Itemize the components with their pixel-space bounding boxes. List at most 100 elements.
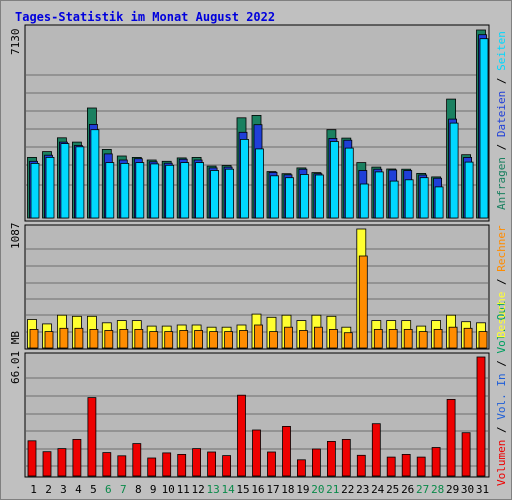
x-tick-label: 25 bbox=[386, 483, 399, 496]
bar-rechner-day-24 bbox=[373, 328, 383, 349]
bar-seiten-day-2 bbox=[45, 156, 55, 219]
x-tick-label: 14 bbox=[221, 483, 235, 496]
bar-rechner-day-8 bbox=[134, 328, 144, 349]
bar-rechner-day-1 bbox=[29, 328, 39, 349]
bar-seiten-day-23 bbox=[359, 183, 369, 219]
x-tick-label: 26 bbox=[401, 483, 414, 496]
x-tick-label: 20 bbox=[311, 483, 324, 496]
x-tick-label: 7 bbox=[120, 483, 127, 496]
bar-rechner-day-20 bbox=[313, 326, 323, 349]
bar-volumen-day-25 bbox=[386, 456, 396, 477]
bar-rechner-day-16 bbox=[254, 324, 263, 349]
bar-volumen-day-7 bbox=[117, 455, 127, 477]
bar-volumen-day-2 bbox=[42, 451, 52, 477]
bar-seiten-day-31 bbox=[479, 38, 489, 219]
x-tick-label: 17 bbox=[266, 483, 279, 496]
bar-volumen-day-27 bbox=[416, 456, 426, 477]
legend-anfragen: Anfragen bbox=[495, 157, 508, 210]
bar-rechner-day-5 bbox=[89, 328, 99, 349]
bar-rechner-day-23 bbox=[358, 255, 368, 349]
bar-rechner-day-15 bbox=[239, 330, 248, 349]
x-tick-label: 31 bbox=[476, 483, 489, 496]
bar-volumen-day-12 bbox=[192, 448, 202, 477]
bar-volumen-day-26 bbox=[401, 453, 411, 477]
bar-rechner-day-26 bbox=[403, 328, 413, 349]
bar-volumen-day-20 bbox=[311, 448, 321, 477]
bar-rechner-day-14 bbox=[224, 331, 234, 349]
x-tick-label: 3 bbox=[60, 483, 67, 496]
bar-volumen-day-24 bbox=[371, 423, 381, 477]
bar-seiten-day-16 bbox=[255, 148, 264, 219]
bar-volumen-day-22 bbox=[341, 438, 351, 477]
bar-seiten-day-14 bbox=[225, 168, 235, 219]
y-max-label: 66.01 MB bbox=[9, 331, 22, 384]
bar-seiten-day-10 bbox=[165, 164, 175, 219]
bar-volumen-day-10 bbox=[162, 452, 172, 477]
bar-rechner-day-13 bbox=[209, 331, 219, 349]
x-tick-label: 4 bbox=[75, 483, 82, 496]
x-tick-label: 11 bbox=[177, 483, 190, 496]
bar-rechner-day-3 bbox=[59, 327, 69, 349]
bar-volumen-day-31 bbox=[476, 356, 486, 477]
bar-volumen-day-14 bbox=[222, 455, 232, 477]
bar-seiten-day-11 bbox=[180, 162, 190, 219]
bar-seiten-day-26 bbox=[404, 179, 414, 219]
x-tick-label: 2 bbox=[45, 483, 52, 496]
x-tick-label: 28 bbox=[431, 483, 444, 496]
x-tick-label: 8 bbox=[135, 483, 142, 496]
bar-seiten-day-6 bbox=[105, 162, 115, 219]
legend-seiten: Seiten bbox=[495, 31, 508, 71]
bar-volumen-day-21 bbox=[326, 440, 336, 477]
legend-separator: / bbox=[495, 137, 508, 157]
bar-seiten-day-29 bbox=[449, 122, 459, 219]
bar-volumen-day-28 bbox=[431, 447, 441, 477]
bar-volumen-day-13 bbox=[207, 451, 217, 477]
bar-rechner-day-10 bbox=[164, 331, 174, 349]
x-tick-label: 18 bbox=[281, 483, 294, 496]
x-tick-label: 30 bbox=[461, 483, 474, 496]
bar-volumen-day-18 bbox=[282, 425, 291, 477]
legend-separator: / bbox=[495, 71, 508, 91]
x-tick-label: 22 bbox=[341, 483, 354, 496]
bar-rechner-day-21 bbox=[328, 328, 338, 349]
bar-volumen-day-1 bbox=[27, 440, 37, 477]
bar-rechner-day-28 bbox=[433, 328, 443, 349]
x-tick-label: 6 bbox=[105, 483, 112, 496]
bar-seiten-day-7 bbox=[120, 162, 130, 219]
bar-rechner-day-4 bbox=[74, 327, 84, 349]
bar-volumen-day-30 bbox=[461, 432, 471, 477]
legend-besuche: Besuche bbox=[495, 292, 508, 338]
bar-seiten-day-8 bbox=[135, 162, 145, 219]
bar-seiten-day-27 bbox=[419, 177, 429, 219]
bar-seiten-day-17 bbox=[270, 175, 279, 219]
legend-rechner: Rechner bbox=[495, 225, 508, 272]
legend-separator: / bbox=[495, 420, 508, 440]
x-tick-label: 1 bbox=[30, 483, 37, 496]
bar-rechner-day-9 bbox=[149, 331, 159, 349]
legend-separator: / bbox=[495, 272, 508, 292]
bar-rechner-day-2 bbox=[44, 331, 54, 349]
bar-seiten-day-25 bbox=[389, 180, 399, 219]
y-max-label: 1087 bbox=[9, 223, 22, 250]
x-tick-label: 19 bbox=[296, 483, 309, 496]
x-tick-label: 21 bbox=[326, 483, 339, 496]
x-tick-label: 10 bbox=[162, 483, 175, 496]
legend-separator: / bbox=[495, 354, 508, 374]
legend-vol-in: Vol. In bbox=[495, 373, 508, 419]
x-tick-label: 23 bbox=[356, 483, 369, 496]
bar-rechner-day-7 bbox=[119, 328, 129, 349]
bar-volumen-day-5 bbox=[87, 397, 97, 477]
bar-rechner-day-22 bbox=[343, 332, 353, 349]
bar-volumen-day-6 bbox=[102, 452, 112, 477]
bar-volumen-day-11 bbox=[177, 453, 187, 477]
bar-rechner-day-18 bbox=[284, 326, 293, 349]
bar-rechner-day-12 bbox=[194, 330, 204, 349]
bar-rechner-day-19 bbox=[298, 330, 308, 349]
bar-volumen-day-29 bbox=[446, 398, 456, 477]
bar-seiten-day-24 bbox=[374, 171, 384, 219]
bar-rechner-day-17 bbox=[269, 331, 278, 349]
x-tick-label: 5 bbox=[90, 483, 97, 496]
bar-seiten-day-20 bbox=[314, 174, 324, 219]
bar-seiten-day-21 bbox=[329, 141, 339, 219]
bar-volumen-day-23 bbox=[356, 454, 366, 477]
